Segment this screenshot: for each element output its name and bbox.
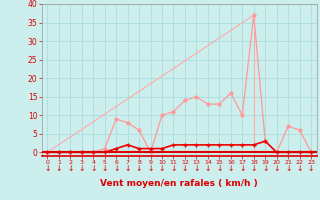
Text: ↓: ↓ — [308, 164, 314, 173]
Text: ↓: ↓ — [124, 164, 131, 173]
Text: ↓: ↓ — [136, 164, 142, 173]
Text: ↓: ↓ — [67, 164, 74, 173]
Text: ↓: ↓ — [205, 164, 211, 173]
Text: ↓: ↓ — [113, 164, 119, 173]
Text: ↓: ↓ — [90, 164, 96, 173]
Text: ↓: ↓ — [159, 164, 165, 173]
Text: ↓: ↓ — [285, 164, 291, 173]
Text: ↓: ↓ — [56, 164, 62, 173]
Text: ↓: ↓ — [274, 164, 280, 173]
Text: ↓: ↓ — [216, 164, 222, 173]
Text: ↓: ↓ — [239, 164, 245, 173]
Text: ↓: ↓ — [262, 164, 268, 173]
Text: ↓: ↓ — [296, 164, 303, 173]
Text: ↓: ↓ — [193, 164, 200, 173]
Text: ↓: ↓ — [78, 164, 85, 173]
Text: ↓: ↓ — [251, 164, 257, 173]
Text: ↓: ↓ — [44, 164, 51, 173]
Text: ↓: ↓ — [101, 164, 108, 173]
Text: ↓: ↓ — [147, 164, 154, 173]
Text: ↓: ↓ — [170, 164, 177, 173]
Text: ↓: ↓ — [182, 164, 188, 173]
X-axis label: Vent moyen/en rafales ( km/h ): Vent moyen/en rafales ( km/h ) — [100, 179, 258, 188]
Text: ↓: ↓ — [228, 164, 234, 173]
